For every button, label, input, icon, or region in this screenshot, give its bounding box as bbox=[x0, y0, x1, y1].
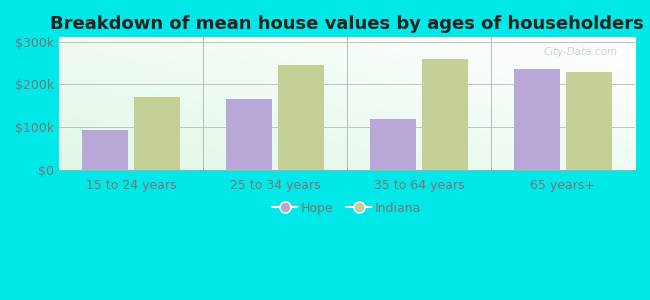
Bar bbox=[566, 72, 612, 170]
Bar bbox=[422, 59, 468, 170]
Bar bbox=[514, 70, 560, 170]
Bar bbox=[134, 98, 180, 170]
Bar bbox=[278, 65, 324, 170]
Bar bbox=[226, 100, 272, 170]
Title: Breakdown of mean house values by ages of householders: Breakdown of mean house values by ages o… bbox=[50, 15, 644, 33]
Bar bbox=[82, 130, 128, 170]
Bar bbox=[370, 119, 416, 170]
Legend: Hope, Indiana: Hope, Indiana bbox=[268, 197, 426, 220]
Text: City-Data.com: City-Data.com bbox=[543, 46, 618, 57]
